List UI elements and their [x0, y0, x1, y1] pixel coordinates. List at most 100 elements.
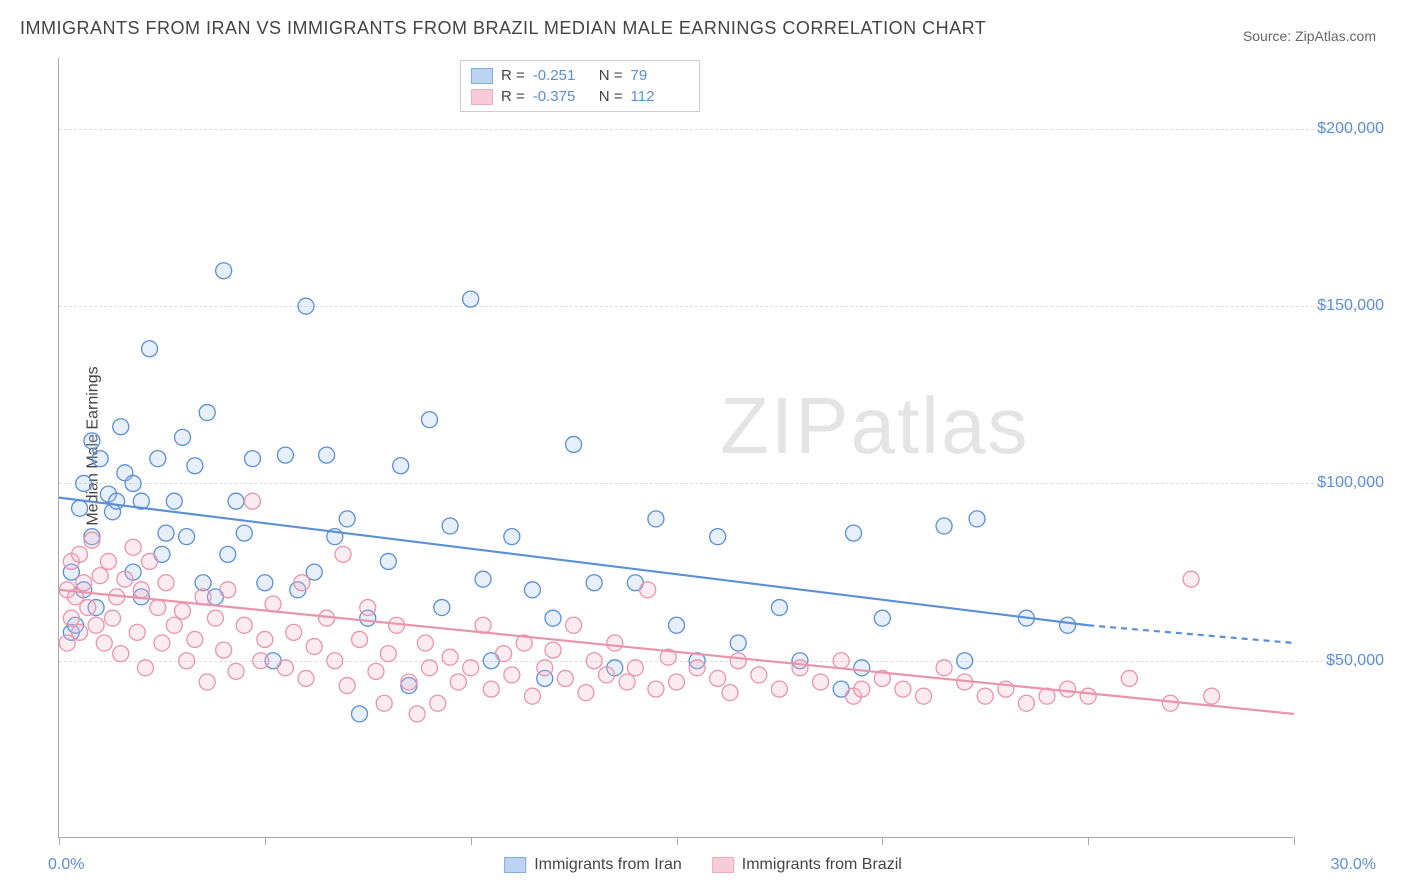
data-point	[846, 525, 862, 541]
data-point	[216, 263, 232, 279]
data-point	[376, 695, 392, 711]
data-point	[319, 447, 335, 463]
data-point	[607, 635, 623, 651]
data-point	[504, 667, 520, 683]
stat-r-label: R =	[501, 67, 525, 84]
x-axis-right-label: 30.0%	[1331, 856, 1376, 874]
stat-n-brazil: 112	[631, 88, 689, 105]
data-point	[187, 631, 203, 647]
data-point	[195, 589, 211, 605]
data-point	[216, 642, 232, 658]
data-point	[380, 553, 396, 569]
data-point	[72, 500, 88, 516]
data-point	[722, 685, 738, 701]
x-axis-left-label: 0.0%	[48, 856, 84, 874]
data-point	[294, 575, 310, 591]
plot-area	[58, 58, 1293, 838]
data-point	[335, 546, 351, 562]
data-point	[207, 610, 223, 626]
data-point	[236, 525, 252, 541]
data-point	[72, 546, 88, 562]
data-point	[669, 674, 685, 690]
data-point	[751, 667, 767, 683]
y-tick-label: $150,000	[1317, 297, 1384, 315]
data-point	[566, 617, 582, 633]
data-point	[125, 539, 141, 555]
data-point	[117, 571, 133, 587]
data-point	[380, 646, 396, 662]
data-point	[257, 631, 273, 647]
scatter-svg	[59, 58, 1294, 838]
data-point	[298, 298, 314, 314]
data-point	[463, 291, 479, 307]
data-point	[113, 419, 129, 435]
legend-item-iran: Immigrants from Iran	[504, 856, 682, 874]
data-point	[969, 511, 985, 527]
data-point	[710, 529, 726, 545]
data-point	[854, 681, 870, 697]
data-point	[730, 653, 746, 669]
data-point	[199, 674, 215, 690]
data-point	[277, 660, 293, 676]
data-point	[854, 660, 870, 676]
data-point	[277, 447, 293, 463]
data-point	[142, 553, 158, 569]
data-point	[730, 635, 746, 651]
data-point	[648, 511, 664, 527]
data-point	[236, 617, 252, 633]
data-point	[771, 600, 787, 616]
data-point	[442, 649, 458, 665]
chart-title: IMMIGRANTS FROM IRAN VS IMMIGRANTS FROM …	[20, 18, 986, 39]
stats-row-brazil: R = -0.375 N = 112	[471, 86, 689, 107]
y-tick-label: $200,000	[1317, 120, 1384, 138]
legend-label-iran: Immigrants from Iran	[534, 856, 682, 874]
data-point	[72, 624, 88, 640]
data-point	[113, 646, 129, 662]
data-point	[895, 681, 911, 697]
data-point	[1060, 617, 1076, 633]
data-point	[244, 493, 260, 509]
data-point	[220, 582, 236, 598]
data-point	[1163, 695, 1179, 711]
legend-label-brazil: Immigrants from Brazil	[742, 856, 902, 874]
data-point	[792, 660, 808, 676]
data-point	[84, 433, 100, 449]
data-point	[619, 674, 635, 690]
data-point	[627, 660, 643, 676]
data-point	[874, 610, 890, 626]
data-point	[339, 678, 355, 694]
data-point	[158, 575, 174, 591]
data-point	[422, 412, 438, 428]
stat-r-label: R =	[501, 88, 525, 105]
data-point	[496, 646, 512, 662]
data-point	[327, 653, 343, 669]
data-point	[306, 639, 322, 655]
data-point	[463, 660, 479, 676]
data-point	[175, 429, 191, 445]
data-point	[129, 624, 145, 640]
data-point	[257, 575, 273, 591]
data-point	[100, 553, 116, 569]
stat-n-iran: 79	[631, 67, 689, 84]
data-point	[545, 642, 561, 658]
data-point	[352, 631, 368, 647]
data-point	[422, 660, 438, 676]
data-point	[158, 525, 174, 541]
swatch-brazil	[471, 89, 493, 105]
data-point	[393, 458, 409, 474]
data-point	[1060, 681, 1076, 697]
data-point	[586, 653, 602, 669]
data-point	[84, 532, 100, 548]
y-tick-label: $100,000	[1317, 474, 1384, 492]
stat-r-iran: -0.251	[533, 67, 591, 84]
data-point	[339, 511, 355, 527]
data-point	[483, 681, 499, 697]
data-point	[578, 685, 594, 701]
source-label: Source: ZipAtlas.com	[1243, 28, 1376, 44]
data-point	[253, 653, 269, 669]
data-point	[771, 681, 787, 697]
data-point	[916, 688, 932, 704]
data-point	[125, 475, 141, 491]
data-point	[957, 653, 973, 669]
data-point	[166, 617, 182, 633]
